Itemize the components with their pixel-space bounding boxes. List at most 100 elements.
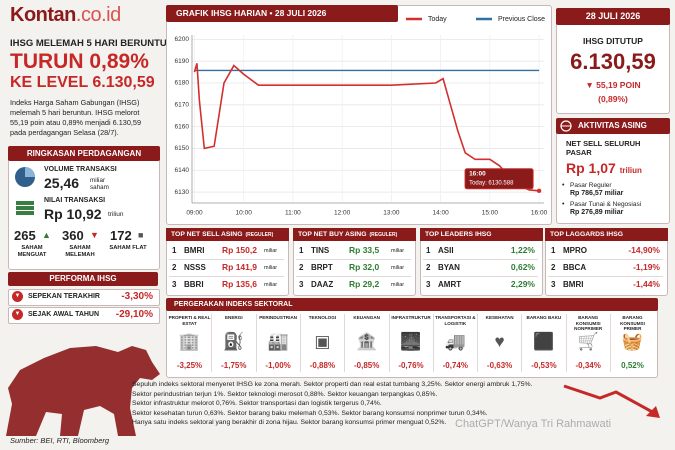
table-title-text: TOP NET SELL ASING	[171, 231, 243, 238]
performance-label: SEPEKAN TERAKHIR	[28, 293, 100, 300]
x-tick-label: 10:00	[236, 210, 253, 217]
sector-divider	[211, 314, 213, 372]
sector-divider	[255, 314, 257, 372]
rank: 3	[426, 280, 431, 289]
sector-icon: 🛒	[577, 332, 599, 351]
breadth-value: 360	[62, 228, 84, 243]
close-box	[556, 8, 670, 114]
sector-icon: 🏭	[267, 332, 289, 351]
rank: 1	[426, 246, 431, 255]
note: Sektor perindustrian terjun 1%. Sektor t…	[132, 390, 438, 398]
sector-divider	[344, 314, 346, 372]
value: Rp 150,2	[222, 245, 257, 255]
note: Sepuluh indeks sektoral menyeret IHSG ke…	[132, 381, 533, 388]
logo-main: Kontan	[10, 4, 76, 26]
performance-icon: ▼	[12, 309, 23, 320]
breadth-icon: ■	[138, 230, 144, 240]
table-title: TOP NET SELL ASING (REGULER)	[166, 228, 289, 241]
y-tick-label: 6190	[175, 58, 190, 65]
row-divider	[548, 276, 663, 277]
volume-icon	[15, 167, 35, 187]
sector-icon: ⛽	[223, 332, 245, 351]
sector-value: -0,34%	[575, 361, 601, 370]
foreign-item-value: Rp 786,57 miliar	[570, 190, 624, 197]
chart-title: GRAFIK IHSG HARIAN • 28 JULI 2026	[166, 5, 398, 22]
annotation: Today: 6130.588	[469, 180, 514, 186]
sector-icon: ⬛	[533, 332, 555, 351]
value: Rp 29,2	[349, 279, 380, 289]
headline-2: KE LEVEL 6.130,59	[10, 74, 155, 91]
sector-value: -0,74%	[442, 361, 468, 370]
down-trend-arrow	[563, 384, 660, 418]
row-divider	[169, 259, 284, 260]
unit: miliar	[391, 282, 405, 288]
value: Rp 33,5	[349, 245, 380, 255]
turnover-unit: triliun	[108, 211, 124, 218]
code: DAAZ	[311, 280, 334, 289]
sector-icon: ♥	[494, 332, 505, 351]
table-title: TOP NET BUY ASING (REGULER)	[293, 228, 416, 241]
performance-row	[8, 307, 160, 324]
code: NSSS	[184, 263, 206, 272]
sector-value: -0,85%	[354, 361, 380, 370]
breadth-value: 172	[110, 228, 132, 243]
x-tick-label: 15:00	[482, 210, 499, 217]
value: -1,44%	[633, 279, 660, 289]
sector-value: -0,53%	[531, 361, 557, 370]
value-icon	[16, 201, 34, 215]
sector-name: TRANSPORTASI & LOGISTIK	[435, 315, 476, 326]
code: BBRI	[184, 280, 204, 289]
row-divider	[296, 259, 411, 260]
note: Sektor infrastruktur melorot 0,76%. Sekt…	[132, 400, 382, 407]
sector-value: -0,63%	[486, 361, 513, 370]
code: BMRI	[563, 280, 584, 289]
performance-title: PERFORMA IHSG	[8, 272, 158, 286]
performance-row	[8, 289, 160, 306]
table-title: TOP LAGGARDS IHSG	[545, 228, 668, 241]
legend-label: Today	[428, 16, 447, 23]
sector-name: TEKNOLOGI	[308, 315, 337, 320]
rank: 2	[172, 263, 177, 272]
sector-title: PERGERAKAN INDEKS SEKTORAL	[166, 298, 658, 311]
sector-icon: 🧺	[621, 332, 644, 351]
sector-value: -0,88%	[309, 361, 336, 370]
row-divider	[169, 276, 284, 277]
logo: Kontan.co.id	[10, 4, 121, 27]
sector-value: -1,75%	[221, 361, 247, 370]
sector-divider	[521, 314, 523, 372]
value: 0,62%	[510, 262, 535, 272]
volume-label: VOLUME TRANSAKSI	[44, 166, 117, 173]
rank: 1	[172, 246, 177, 255]
foreign-bullet: •	[562, 182, 565, 189]
summary-title: RINGKASAN PERDAGANGAN	[8, 146, 160, 161]
unit: miliar	[264, 248, 278, 254]
sector-name: BARANG BAKU	[526, 315, 562, 320]
source: Sumber: BEI, RTI, Bloomberg	[10, 436, 110, 445]
foreign-item-label: Pasar Reguler	[570, 182, 612, 189]
breadth-icon: ▲	[42, 230, 51, 240]
bear-illustration	[6, 346, 160, 436]
logo-domain: .co.id	[75, 4, 121, 26]
intro: Indeks Harga Saham Gabungan (IHSG) melem…	[10, 98, 142, 137]
code: MPRO	[563, 246, 587, 255]
row-divider	[296, 276, 411, 277]
sector-value: -1,00%	[265, 361, 291, 370]
breadth-icon: ▼	[90, 230, 99, 240]
close-value: 6.130,59	[570, 49, 656, 74]
sector-value: -3,25%	[176, 361, 203, 370]
row-divider	[548, 259, 663, 260]
foreign-value: Rp 1,07 triliun	[566, 160, 642, 176]
rank: 2	[551, 263, 556, 272]
sector-divider	[565, 314, 567, 372]
foreign-box	[556, 118, 670, 224]
sector-value: 0,52%	[621, 361, 644, 370]
breadth-label: SAHAM MENGUAT	[17, 245, 47, 258]
legend-label: Previous Close	[498, 16, 545, 23]
foreign-item-label: Pasar Tunai & Negosiasi	[570, 201, 642, 208]
sector-name: BARANG KONSUMSI PRIMER	[620, 315, 645, 331]
value: -1,19%	[633, 262, 660, 272]
volume-value: 25,46	[44, 175, 80, 191]
row-divider	[423, 259, 538, 260]
sector-icon: 🏢	[178, 332, 201, 351]
